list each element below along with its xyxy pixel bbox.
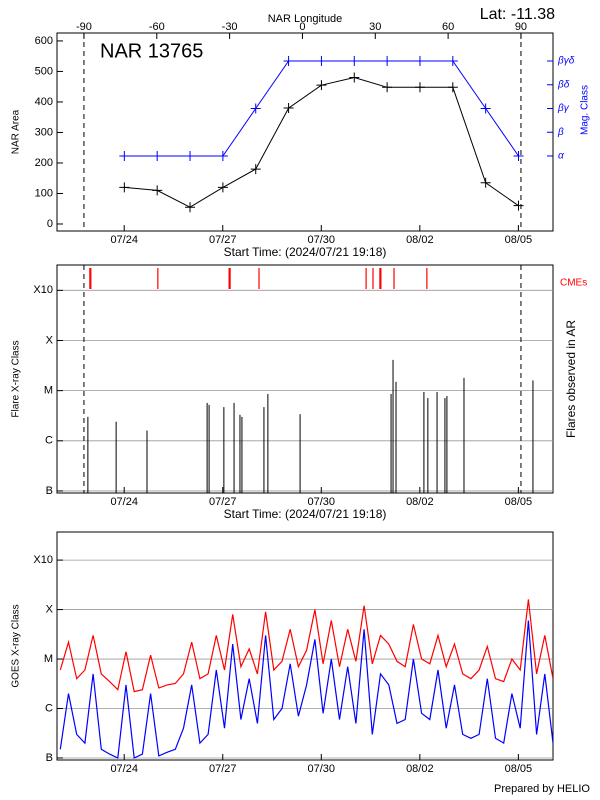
- point-marker: [480, 177, 491, 188]
- series-line: [124, 76, 519, 208]
- x-tick-label: 07/24: [110, 763, 138, 775]
- annotation: Lat: -11.38: [480, 6, 555, 23]
- point-marker: [250, 164, 261, 175]
- x2-tick-label: -90: [76, 21, 92, 33]
- point-marker: [414, 82, 425, 93]
- point-marker: [316, 80, 327, 91]
- x-tick-label: 07/30: [308, 763, 336, 775]
- point-marker: [447, 82, 458, 93]
- y-tick-label: 300: [35, 126, 53, 138]
- point-marker: [185, 202, 196, 213]
- y-tick-label: 100: [35, 187, 53, 199]
- x-tick-label: 08/05: [505, 763, 533, 775]
- y2-tick-label: βδ: [557, 79, 570, 90]
- point-marker: [119, 150, 130, 161]
- point-marker: [513, 150, 524, 161]
- x2-tick-label: 0: [299, 21, 305, 33]
- x2-axis-title: NAR Longitude: [268, 13, 343, 25]
- x-tick-label: 07/27: [209, 496, 237, 508]
- point-marker: [152, 150, 163, 161]
- plot-frame: [56, 264, 554, 494]
- y-tick-label: 0: [47, 218, 53, 230]
- y2-tick-label: βγδ: [557, 56, 575, 67]
- y-axis-title: Flare X-ray Class: [11, 340, 22, 417]
- chart-title: NAR 13765: [100, 40, 203, 62]
- y-tick-label: 600: [35, 35, 53, 47]
- y-tick-label: M: [44, 385, 53, 397]
- x-tick-label: 07/27: [209, 763, 237, 775]
- x-tick-label: 08/02: [406, 234, 434, 246]
- y-tick-label: X: [46, 603, 54, 615]
- x2-tick-label: 60: [442, 21, 454, 33]
- y2-tick-label: α: [558, 151, 564, 162]
- y-tick-label: X10: [33, 284, 53, 296]
- point-marker: [349, 56, 360, 67]
- y-tick-label: X10: [33, 554, 53, 566]
- y-tick-label: B: [46, 752, 53, 764]
- x-tick-label: 07/30: [308, 496, 336, 508]
- x-tick-label: 07/27: [209, 234, 237, 246]
- cme-legend: CMEs: [560, 278, 587, 289]
- point-marker: [382, 82, 393, 93]
- x-tick-label: 08/02: [406, 496, 434, 508]
- y-tick-label: 500: [35, 65, 53, 77]
- y2-axis-title: Flares observed in AR: [564, 320, 578, 438]
- point-marker: [119, 182, 130, 193]
- y-axis-title: GOES X-ray Class: [11, 604, 22, 687]
- point-marker: [513, 200, 524, 211]
- point-marker: [447, 56, 458, 67]
- point-marker: [185, 150, 196, 161]
- point-marker: [152, 185, 163, 196]
- y2-tick-label: β: [557, 127, 564, 138]
- x2-tick-label: 30: [369, 21, 381, 33]
- x-tick-label: 08/05: [505, 496, 533, 508]
- point-marker: [250, 103, 261, 114]
- x-tick-label: 08/02: [406, 763, 434, 775]
- y2-tick-label: βγ: [557, 103, 570, 114]
- y-axis-title: NAR Area: [11, 109, 22, 154]
- plot-frame: [56, 32, 554, 232]
- x-tick-label: 07/24: [110, 496, 138, 508]
- series-line: [124, 60, 519, 157]
- x2-tick-label: -30: [222, 21, 238, 33]
- x2-tick-label: -60: [149, 21, 165, 33]
- point-marker: [217, 150, 228, 161]
- point-marker: [283, 56, 294, 67]
- x2-tick-label: 90: [515, 21, 527, 33]
- y-tick-label: 200: [35, 157, 53, 169]
- y-tick-label: C: [45, 435, 53, 447]
- y-tick-label: 400: [35, 96, 53, 108]
- series-line: [59, 599, 553, 693]
- point-marker: [316, 56, 327, 67]
- point-marker: [217, 182, 228, 193]
- y-tick-label: C: [45, 702, 53, 714]
- footer: Prepared by HELIO: [494, 783, 590, 795]
- point-marker: [382, 56, 393, 67]
- y2-axis-title: Mag. Class: [580, 85, 591, 135]
- point-marker: [349, 72, 360, 83]
- x-tick-label: 08/05: [505, 234, 533, 246]
- y-tick-label: M: [44, 653, 53, 665]
- y-tick-label: X: [46, 334, 54, 346]
- point-marker: [480, 103, 491, 114]
- plot-frame: [56, 531, 554, 761]
- y-tick-label: B: [46, 485, 53, 497]
- point-marker: [414, 56, 425, 67]
- x-tick-label: 07/24: [110, 234, 138, 246]
- series-line: [59, 620, 553, 759]
- x-axis-title: Start Time: (2024/07/21 19:18): [224, 245, 387, 259]
- x-axis-title: Start Time: (2024/07/21 19:18): [224, 507, 387, 521]
- point-marker: [283, 103, 294, 114]
- x-tick-label: 07/30: [308, 234, 336, 246]
